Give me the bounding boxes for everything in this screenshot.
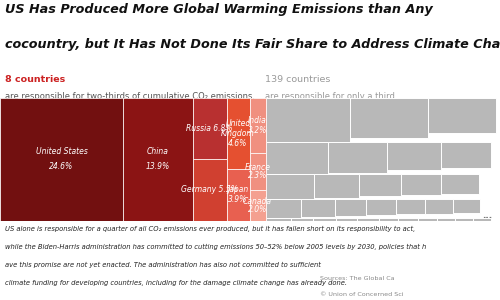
Text: Japan: Japan: [228, 185, 248, 194]
Bar: [442, 174, 479, 194]
Text: 13.9%: 13.9%: [146, 162, 170, 171]
Text: 4.6%: 4.6%: [228, 139, 248, 148]
Bar: [336, 199, 366, 216]
Bar: [336, 218, 357, 220]
Bar: [428, 98, 496, 133]
Text: United States: United States: [36, 147, 88, 156]
Bar: [226, 98, 250, 169]
Text: 24.6%: 24.6%: [50, 162, 74, 171]
Bar: [350, 98, 428, 139]
Bar: [438, 218, 456, 220]
Text: Sources: The Global Ca: Sources: The Global Ca: [320, 276, 394, 281]
Text: 2.0%: 2.0%: [248, 205, 267, 214]
Text: Germany 5.5%: Germany 5.5%: [181, 185, 238, 194]
Text: ...: ...: [482, 211, 492, 220]
Bar: [358, 218, 378, 220]
Text: © Union of Concerned Sci: © Union of Concerned Sci: [320, 292, 404, 297]
Bar: [402, 174, 442, 195]
Text: 8 countries: 8 countries: [5, 75, 65, 84]
Text: US alone is responsible for a quarter of all CO₂ emissions ever produced, but it: US alone is responsible for a quarter of…: [5, 226, 415, 232]
Bar: [453, 199, 479, 213]
Text: 3.9%: 3.9%: [228, 195, 248, 204]
Text: while the Biden-Harris administration has committed to cutting emissions 50–52% : while the Biden-Harris administration ha…: [5, 244, 426, 250]
Bar: [0, 98, 123, 220]
Bar: [398, 218, 418, 220]
Bar: [123, 98, 192, 220]
Bar: [250, 98, 266, 153]
Bar: [366, 199, 396, 215]
Text: ave this promise are not yet enacted. The administration has also not committed : ave this promise are not yet enacted. Th…: [5, 262, 321, 268]
Bar: [314, 174, 359, 198]
Bar: [192, 159, 226, 220]
Bar: [328, 142, 387, 173]
Bar: [192, 98, 226, 159]
Bar: [266, 174, 314, 199]
Text: are responsible for only a third.: are responsible for only a third.: [265, 92, 398, 101]
Text: Kingdom: Kingdom: [221, 129, 255, 138]
Bar: [226, 169, 250, 220]
Text: Russia 6.8%: Russia 6.8%: [186, 124, 233, 133]
Text: United: United: [226, 119, 250, 128]
Bar: [440, 142, 492, 168]
Bar: [266, 218, 291, 220]
Text: 139 countries: 139 countries: [265, 75, 330, 84]
Bar: [266, 98, 349, 142]
Text: India: India: [248, 116, 267, 125]
Text: cocountry, but It Has Not Done Its Fair Share to Address Climate Chang: cocountry, but It Has Not Done Its Fair …: [5, 38, 500, 51]
Text: climate funding for developing countries, including for the damage climate chang: climate funding for developing countries…: [5, 280, 347, 286]
Bar: [291, 218, 314, 220]
Bar: [266, 199, 302, 218]
Text: 3.2%: 3.2%: [248, 126, 267, 135]
Bar: [456, 218, 473, 220]
Bar: [378, 218, 398, 220]
Text: France: France: [244, 163, 270, 172]
Bar: [250, 190, 266, 220]
Bar: [418, 218, 438, 220]
Text: China: China: [147, 147, 169, 156]
Text: US Has Produced More Global Warming Emissions than Any: US Has Produced More Global Warming Emis…: [5, 3, 433, 16]
Bar: [266, 142, 328, 174]
Bar: [302, 199, 336, 217]
Bar: [250, 153, 266, 190]
Text: 2.3%: 2.3%: [248, 171, 267, 180]
Text: Canada: Canada: [243, 196, 272, 206]
Bar: [314, 218, 336, 220]
Bar: [359, 174, 402, 196]
Bar: [387, 142, 440, 170]
Bar: [396, 199, 425, 214]
Bar: [473, 218, 491, 220]
Text: are responsible for two-thirds of cumulative CO₂ emissions.: are responsible for two-thirds of cumula…: [5, 92, 255, 101]
Bar: [425, 199, 453, 214]
